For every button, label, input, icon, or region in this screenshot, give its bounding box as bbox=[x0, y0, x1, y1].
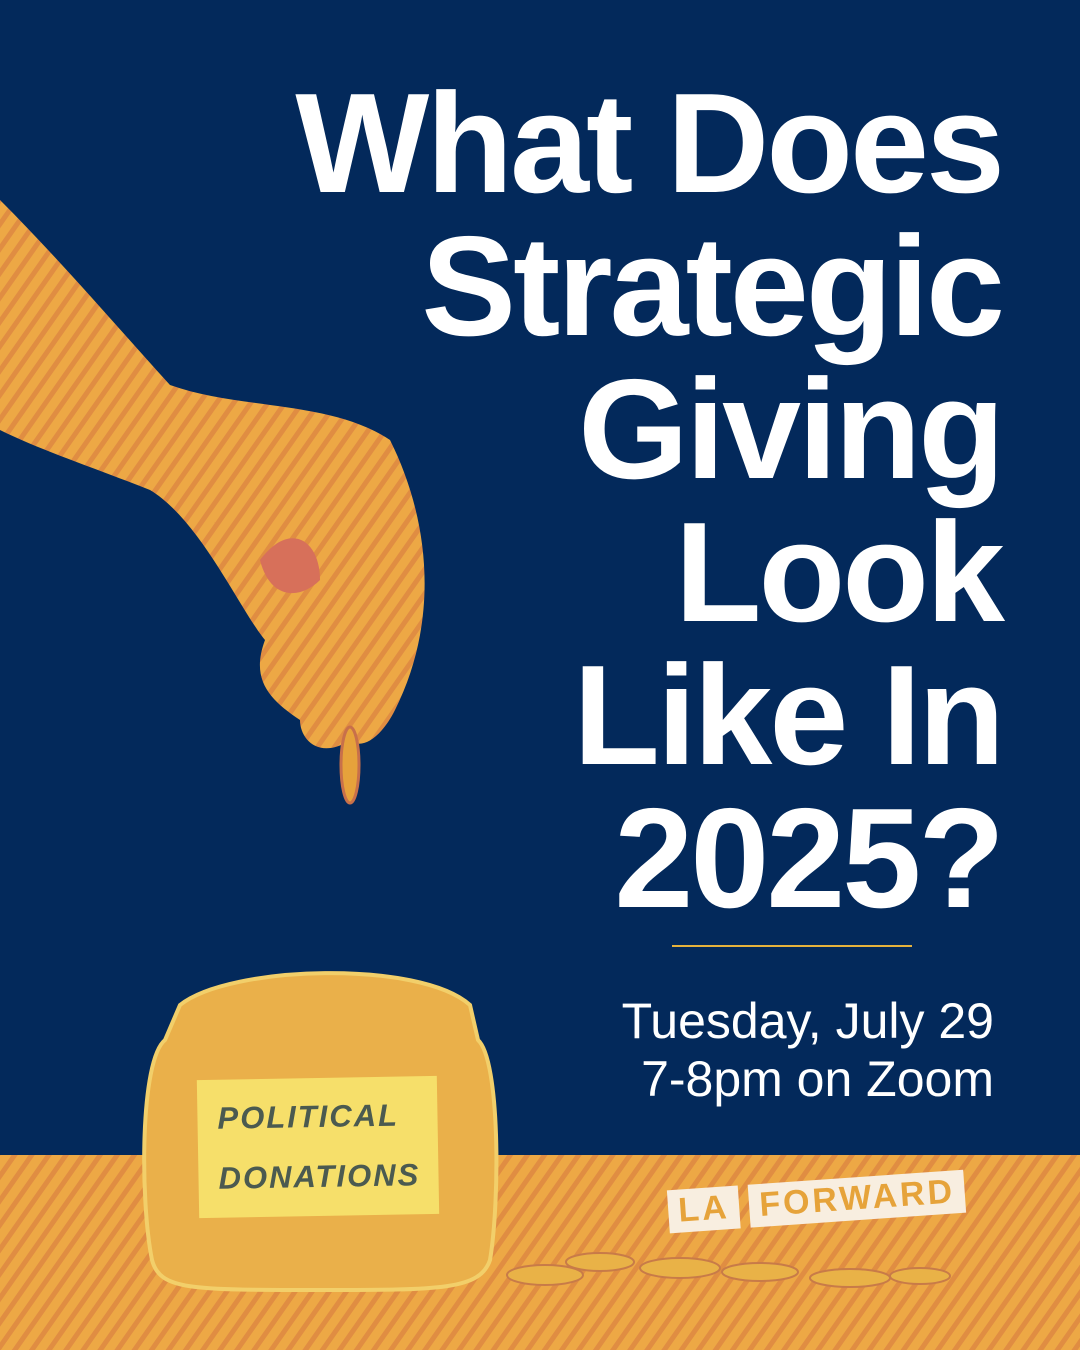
event-date: Tuesday, July 29 bbox=[621, 993, 994, 1049]
headline: What Does Strategic Giving Look Like In … bbox=[295, 64, 1005, 938]
hand-image bbox=[0, 200, 425, 749]
divider bbox=[672, 945, 912, 947]
headline-line: Look bbox=[674, 493, 1005, 652]
headline-line: Like In bbox=[573, 636, 1005, 795]
coins-on-table bbox=[506, 1252, 951, 1288]
event-details: Tuesday, July 29 7-8pm on Zoom bbox=[622, 992, 994, 1108]
headline-line: 2025? bbox=[614, 779, 1005, 938]
logo-la: LA bbox=[666, 1185, 742, 1234]
headline-line: Giving bbox=[578, 350, 1005, 509]
event-time: 7-8pm on Zoom bbox=[641, 1051, 994, 1107]
jar-label: POLITICAL DONATIONS bbox=[196, 1075, 440, 1219]
headline-line: What Does bbox=[295, 64, 1005, 223]
jar-label-line1: POLITICAL bbox=[217, 1097, 400, 1136]
hand-shadow bbox=[260, 538, 320, 594]
headline-line: Strategic bbox=[421, 207, 1005, 366]
jar-label-line2: DONATIONS bbox=[218, 1157, 421, 1196]
coin-in-hand bbox=[339, 725, 361, 805]
